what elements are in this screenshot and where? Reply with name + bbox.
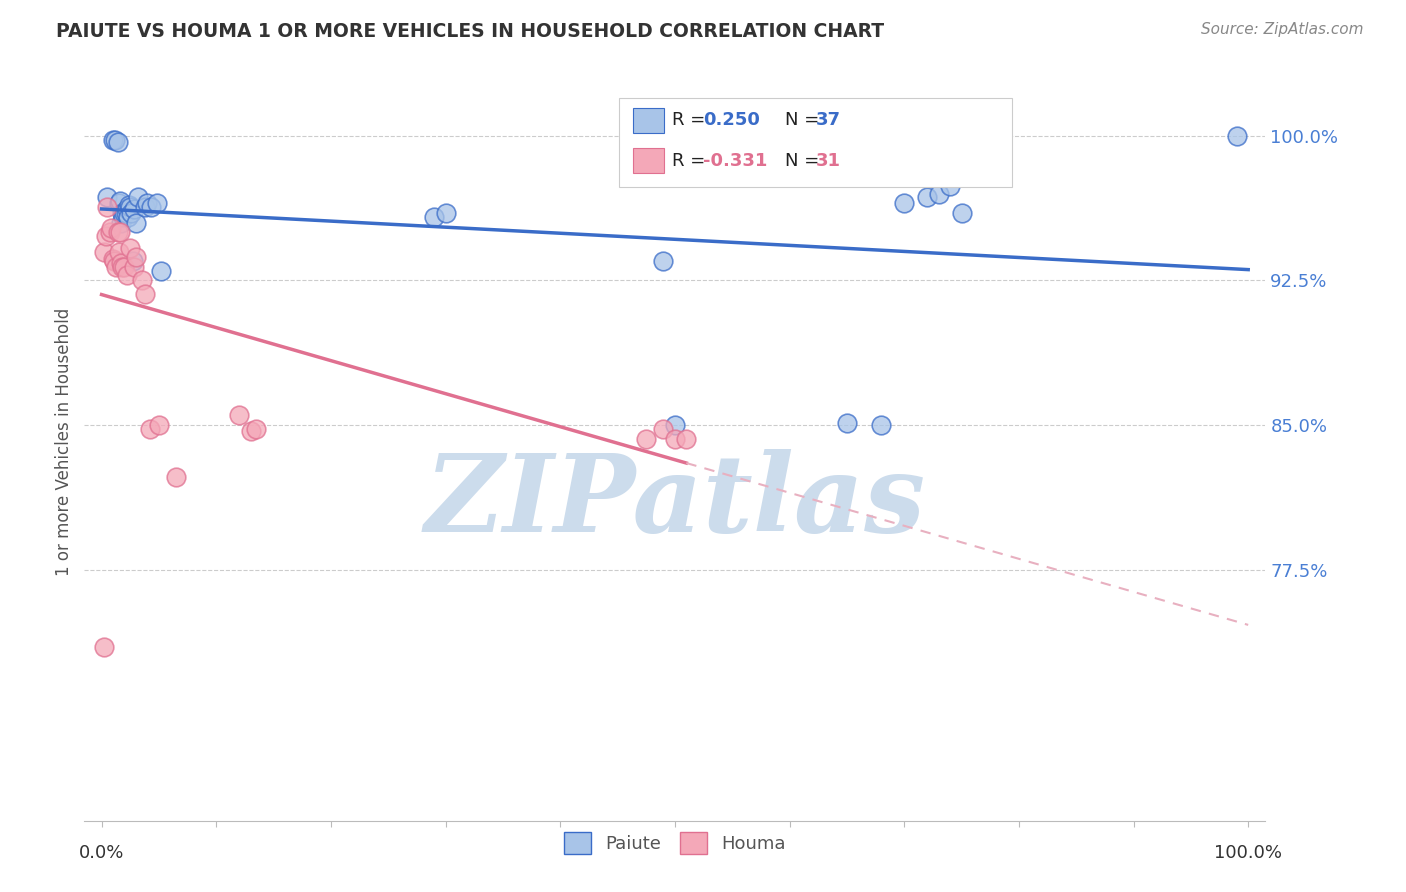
- Legend: Paiute, Houma: Paiute, Houma: [557, 824, 793, 861]
- Point: [114, 206, 136, 220]
- Point: [110, 256, 132, 270]
- Point: [115, 202, 138, 216]
- Point: [107, 196, 129, 211]
- Point: [434, 206, 457, 220]
- Point: [675, 432, 697, 446]
- Point: [1226, 128, 1249, 143]
- Point: [111, 260, 134, 274]
- Point: [893, 196, 915, 211]
- Point: [108, 194, 131, 209]
- Point: [228, 409, 250, 423]
- Point: [94, 229, 117, 244]
- Point: [96, 190, 118, 204]
- Text: N =: N =: [785, 152, 824, 169]
- Point: [107, 244, 129, 259]
- Point: [835, 416, 858, 430]
- Point: [114, 260, 136, 274]
- Text: 0.250: 0.250: [703, 112, 759, 129]
- Point: [120, 200, 142, 214]
- Point: [652, 254, 675, 268]
- Point: [950, 206, 973, 220]
- Text: 31: 31: [815, 152, 841, 169]
- Point: [138, 422, 160, 436]
- Point: [104, 133, 127, 147]
- Point: [120, 241, 142, 255]
- Point: [118, 198, 141, 212]
- Text: N =: N =: [785, 112, 824, 129]
- Point: [115, 268, 138, 282]
- Point: [423, 210, 446, 224]
- Text: PAIUTE VS HOUMA 1 OR MORE VEHICLES IN HOUSEHOLD CORRELATION CHART: PAIUTE VS HOUMA 1 OR MORE VEHICLES IN HO…: [56, 22, 884, 41]
- Point: [114, 206, 136, 220]
- Point: [125, 216, 148, 230]
- Text: 0.0%: 0.0%: [79, 844, 124, 862]
- Text: Source: ZipAtlas.com: Source: ZipAtlas.com: [1201, 22, 1364, 37]
- Point: [145, 196, 167, 211]
- Point: [100, 221, 122, 235]
- Point: [127, 190, 149, 204]
- Point: [664, 432, 686, 446]
- Text: R =: R =: [672, 152, 711, 169]
- Point: [134, 287, 156, 301]
- Point: [245, 422, 267, 436]
- Text: R =: R =: [672, 112, 711, 129]
- Point: [870, 418, 893, 433]
- Point: [117, 210, 139, 224]
- Point: [131, 273, 153, 287]
- Point: [636, 432, 658, 446]
- Point: [108, 225, 131, 239]
- Point: [93, 640, 115, 654]
- Point: [107, 135, 129, 149]
- Point: [122, 202, 145, 216]
- Point: [103, 254, 125, 268]
- Point: [101, 133, 124, 147]
- Point: [139, 200, 162, 214]
- Text: -0.331: -0.331: [703, 152, 768, 169]
- Point: [148, 418, 170, 433]
- Point: [134, 200, 156, 214]
- Point: [125, 250, 148, 264]
- Y-axis label: 1 or more Vehicles in Household: 1 or more Vehicles in Household: [55, 308, 73, 575]
- Point: [105, 260, 128, 274]
- Point: [915, 190, 938, 204]
- Point: [165, 470, 187, 484]
- Point: [939, 178, 962, 193]
- Point: [98, 225, 121, 239]
- Point: [93, 244, 115, 259]
- Point: [112, 210, 135, 224]
- Text: ZIPatlas: ZIPatlas: [425, 450, 925, 555]
- Point: [110, 216, 132, 230]
- Text: 37: 37: [815, 112, 841, 129]
- Point: [120, 206, 142, 220]
- Point: [664, 418, 686, 433]
- Point: [928, 186, 950, 201]
- Point: [101, 252, 124, 267]
- Point: [652, 422, 675, 436]
- Point: [239, 424, 262, 438]
- Point: [150, 264, 173, 278]
- Point: [122, 260, 145, 274]
- Point: [121, 254, 143, 268]
- Point: [111, 206, 134, 220]
- Text: 100.0%: 100.0%: [1215, 844, 1282, 862]
- Point: [107, 225, 129, 239]
- Point: [136, 196, 159, 211]
- Point: [96, 200, 118, 214]
